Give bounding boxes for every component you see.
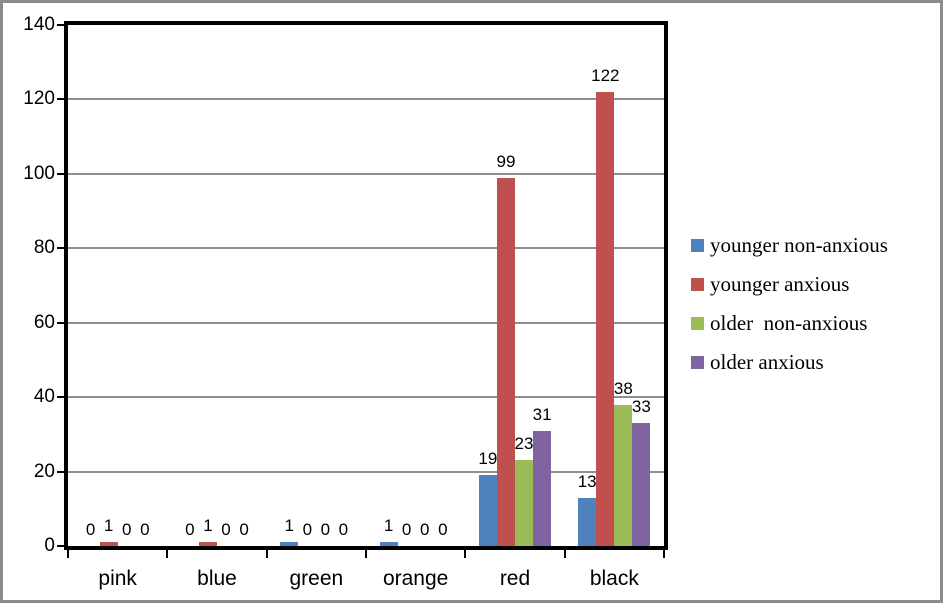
y-axis-tick-label: 40 [33,386,55,408]
category-label: blue [197,567,237,590]
bar [632,423,651,546]
bar [596,92,615,546]
gridline [68,98,664,101]
y-axis-tick-label: 0 [44,535,55,556]
category-label: orange [382,567,449,590]
x-axis-tick [365,550,367,558]
legend-swatch [691,317,704,330]
data-label: 1 [103,516,114,536]
x-axis-tick [166,550,169,558]
y-axis-tick-label: 140 [23,14,55,35]
gridline [68,321,664,324]
gridline [68,396,664,399]
y-axis-labels: 0 20 40 60 80 100 120 140 [3,3,940,600]
y-axis-tick [57,545,64,547]
data-label: 0 [338,520,349,539]
legend-label: younger anxious [710,272,850,296]
gridline [68,470,664,473]
legend-label: older anxious [710,350,824,374]
data-label: 38 [613,378,633,398]
data-label: 0 [239,520,249,539]
y-axis-tick [57,247,64,250]
bar [578,497,597,546]
data-label: 99 [496,151,516,171]
data-label: 0 [320,520,331,539]
x-axis-labels: pink blue green orange red black [3,3,940,600]
gridlines-layer [3,3,940,600]
legend-item: younger non-anxious [691,233,888,258]
y-axis-tick [57,24,64,26]
x-axis-tick [67,550,69,558]
axis-ticks-layer [3,3,940,600]
data-label: 33 [631,397,651,417]
data-label: 1 [284,516,294,536]
data-label: 0 [401,520,412,539]
data-label: 0 [419,520,430,539]
data-label: 0 [302,520,313,539]
category-label: black [589,567,639,590]
data-label: 23 [514,434,534,454]
y-axis-tick [57,396,64,399]
bar [280,542,299,546]
y-axis-tick-label: 100 [23,162,55,184]
y-axis-tick [57,172,64,175]
legend-item: older non-anxious [691,311,867,336]
legend-item: younger anxious [691,272,849,297]
bar [379,542,398,546]
x-axis-tick [563,550,566,558]
legend-item: older anxious [691,350,824,375]
data-label: 122 [591,66,620,85]
bar-chart: 0 20 40 60 80 100 120 140 pink blue green orange re… [3,3,940,600]
legend-swatch [691,239,704,252]
legend-swatch [691,278,704,291]
data-label: 0 [140,520,150,539]
data-label: 0 [185,520,195,539]
bar [99,542,118,546]
legend-label: younger non-anxious [710,233,888,257]
category-label: green [289,567,344,590]
data-label: 1 [203,516,213,536]
gridline [68,172,664,175]
y-axis-tick [57,321,64,324]
data-label: 0 [121,520,132,539]
data-label: 19 [478,449,498,469]
bars-layer [3,3,940,600]
bar [515,460,534,546]
data-label: 0 [438,520,448,539]
y-axis-tick [57,98,64,101]
y-axis-tick-label: 80 [33,237,55,259]
data-label: 1 [383,516,394,536]
bar [614,404,633,546]
data-label: 31 [532,404,552,424]
y-axis-tick-label: 20 [33,460,55,482]
bar [533,430,552,546]
bar [478,475,497,546]
y-axis-tick-label: 60 [33,311,55,333]
gridline [68,247,664,250]
x-axis-tick [663,550,665,558]
category-label: pink [98,567,137,590]
data-labels-layer: 0 0 1 1 19 13 1 1 0 0 99 122 0 0 0 0 23 38 0 0 0 0 31 33 [3,3,940,600]
bar [198,542,217,546]
data-label: 13 [577,471,597,491]
bar [496,177,515,546]
y-axis-tick [57,470,64,473]
legend-label: older non-anxious [710,311,868,335]
x-axis-tick [265,550,268,558]
legend-swatch [691,356,704,369]
y-axis-tick-label: 120 [23,88,55,110]
category-label: red [499,567,531,590]
x-axis-tick [464,550,467,558]
data-label: 0 [221,520,231,539]
data-label: 0 [85,520,96,539]
